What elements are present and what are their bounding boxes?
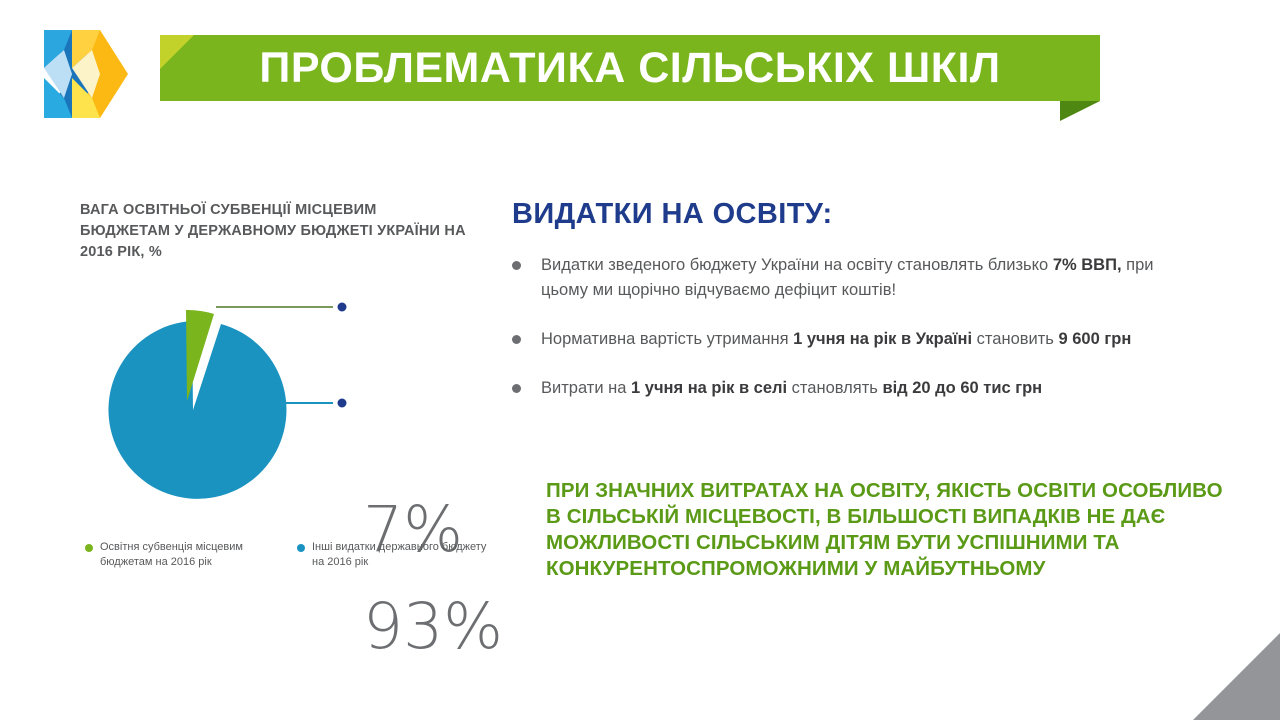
- bullet-text: Нормативна вартість утримання 1 учня на …: [541, 327, 1131, 352]
- legend-dot-blue: [297, 544, 305, 552]
- chart-title: ВАГА ОСВІТНЬОЇ СУБВЕНЦІЇ МІСЦЕВИМ БЮДЖЕТ…: [80, 202, 466, 260]
- bullet-emphasis: 1 учня на рік в селі: [631, 379, 788, 397]
- bullet-run: становить: [972, 330, 1059, 348]
- bullet-emphasis: 7% ВВП,: [1052, 256, 1122, 274]
- conclusion-text: ПРИ ЗНАЧНИХ ВИТРАТАХ НА ОСВІТУ, ЯКІСТЬ О…: [546, 479, 1223, 580]
- bullet-run: при цьому ми щорічно відчуваємо дефіцит …: [541, 256, 1154, 299]
- slide-title-banner: ПРОБЛЕМАТИКА СІЛЬСЬКІХ ШКІЛ: [160, 35, 1100, 101]
- leader-dot-93: [337, 398, 347, 408]
- legend-label-education-subvention: Освітня субвенція місцевим бюджетам на 2…: [100, 541, 243, 568]
- legend-dot-green: [85, 544, 93, 552]
- bullet-text: Видатки зведеного бюджету України на осв…: [541, 253, 1201, 303]
- bullet-emphasis: 1 учня на рік в Україні: [793, 330, 973, 348]
- bullet-list: Видатки зведеного бюджету України на осв…: [512, 253, 1212, 401]
- bullet-text: Витрати на 1 учня на рік в селі становля…: [541, 376, 1042, 401]
- bullet-run: Видатки зведеного бюджету України на осв…: [541, 256, 1053, 274]
- pie-value-label-7: 7%: [363, 493, 463, 566]
- bullet-item: Нормативна вартість утримання 1 учня на …: [512, 327, 1212, 352]
- bullet-run: Витрати на: [541, 379, 632, 397]
- slide-title: ПРОБЛЕМАТИКА СІЛЬСЬКІХ ШКІЛ: [259, 43, 1001, 92]
- corner-decoration: [1193, 633, 1280, 720]
- bullet-dot-icon: [512, 261, 521, 270]
- chart-legend: Освітня субвенція місцевим бюджетам на 2…: [85, 540, 495, 570]
- pie-chart: [80, 285, 480, 515]
- bullet-dot-icon: [512, 335, 521, 344]
- bullet-run: становлять: [787, 379, 883, 397]
- bullet-item: Витрати на 1 учня на рік в селі становля…: [512, 376, 1212, 401]
- pie-chart-svg: [108, 302, 347, 499]
- bullet-emphasis: від 20 до 60 тис грн: [882, 379, 1043, 397]
- double-chevron-icon: [44, 30, 128, 118]
- bullet-emphasis: 9 600 грн: [1058, 330, 1132, 348]
- banner-corner-accent: [160, 35, 194, 69]
- legend-item-education-subvention: Освітня субвенція місцевим бюджетам на 2…: [85, 540, 275, 570]
- content-heading: ВИДАТКИ НА ОСВІТУ:: [512, 198, 833, 230]
- bullet-item: Видатки зведеного бюджету України на осв…: [512, 253, 1212, 303]
- bullet-dot-icon: [512, 384, 521, 393]
- content-panel: ВИДАТКИ НА ОСВІТУ: Видатки зведеного бюд…: [512, 198, 1212, 425]
- legend-item-other-expenditure: Інші видатки державного бюджету на 2016 …: [297, 540, 487, 570]
- leader-dot-7: [337, 302, 347, 312]
- pie-slice-education-subvention: [186, 309, 214, 401]
- legend-label-other-expenditure: Інші видатки державного бюджету на 2016 …: [312, 541, 487, 568]
- bullet-run: Нормативна вартість утримання: [541, 330, 794, 348]
- pie-slice-other-expenditure: [108, 321, 287, 499]
- chart-panel: ВАГА ОСВІТНЬОЇ СУБВЕНЦІЇ МІСЦЕВИМ БЮДЖЕТ…: [80, 200, 503, 658]
- pie-value-label-93: 93%: [363, 590, 504, 663]
- banner-fold-accent: [1060, 101, 1100, 121]
- brand-logo: [28, 28, 128, 120]
